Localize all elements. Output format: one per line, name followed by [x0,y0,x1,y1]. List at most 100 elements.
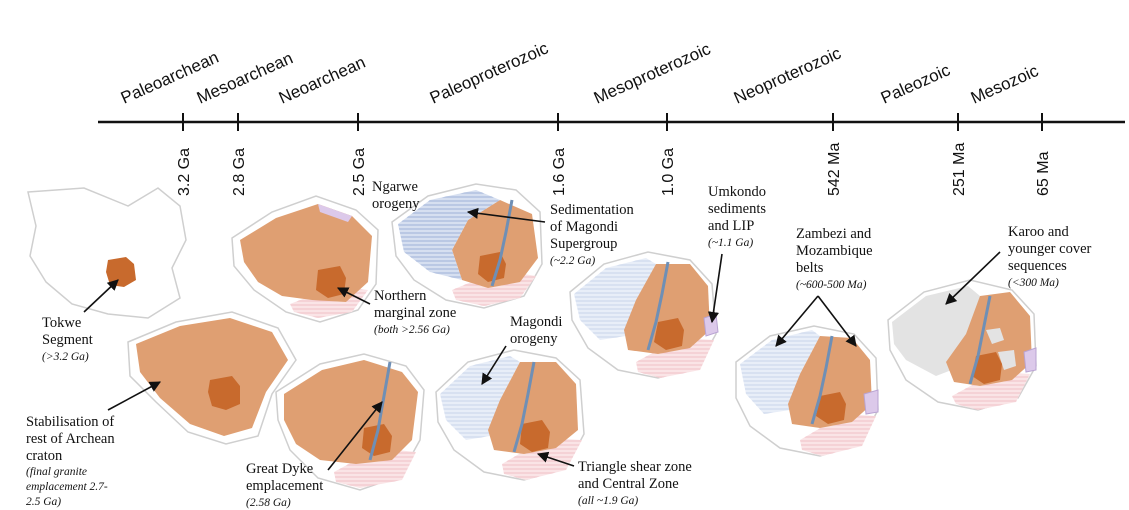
craton [452,200,538,288]
annotation-northern-marginal: Northern marginal zone (both >2.56 Ga) [336,287,456,336]
annotation-line: and Central Zone [578,476,679,492]
tick-label: 65 Ma [1035,151,1052,196]
annotation-line: craton [26,448,63,464]
annotation-arrow [107,381,161,411]
tick-label: 251 Ma [951,143,968,196]
annotation-arrow [327,401,383,471]
annotation-note: (<300 Ma) [1008,277,1059,289]
archean-core [362,424,392,456]
map-umkondo [569,251,719,379]
annotation-arrow [817,295,857,347]
tick-labels: 3.2 Ga 2.8 Ga 2.5 Ga 1.6 Ga 1.0 Ga 542 M… [176,143,1052,196]
annotation-zambezi: Zambezi and Mozambique belts (~600-500 M… [775,226,873,347]
map-karoo [887,279,1037,411]
craton [488,362,578,454]
annotation-triangle-shear: Triangle shear zone and Central Zone (al… [536,451,692,507]
era-labels: Paleoarchean Mesoarchean Neoarchean Pale… [118,38,1042,107]
annotation-note: 2.5 Ga) [26,496,61,508]
annotation-arrow [466,207,546,223]
tick-label: 542 Ma [826,143,843,196]
annotation-line: Umkondo [708,184,766,200]
mozambique-purple-zone [863,389,879,415]
tick-label: 3.2 Ga [176,148,193,196]
zambezi-blue-zone [740,330,820,414]
annotation-karoo: Karoo and younger cover sequences (<300 … [945,224,1092,305]
annotation-great-dyke: Great Dyke emplacement (2.58 Ga) [246,401,383,509]
craton [788,336,872,428]
annotation-arrow [83,279,119,313]
annotation-note: (>3.2 Ga) [42,351,89,363]
map-magondi-sedimentation [391,183,543,309]
annotation-note: (~2.2 Ga) [550,255,595,267]
tick-label: 1.0 Ga [660,148,677,196]
map-stabilisation [127,311,297,445]
annotation-line: Segment [42,332,93,348]
annotation-line: Northern [374,288,427,304]
tick-marks [182,113,1043,131]
annotation-note: (~600-500 Ma) [796,279,867,291]
annotation-umkondo: Umkondo sediments and LIP (~1.1 Ga) [707,184,766,324]
annotation-arrow [775,295,819,347]
great-dyke-line [646,261,670,351]
karoo-purple-zone [1023,347,1037,373]
annotation-line: Mozambique [796,243,873,259]
map-ngarwe [231,195,379,323]
magondi-blue-zone [574,258,656,340]
annotation-line: Tokwe [42,315,81,331]
annotation-line: marginal zone [374,305,456,321]
pink-zone [800,414,876,456]
annotation-note: (both >2.56 Ga) [374,324,450,336]
annotation-line: of Magondi [550,219,618,235]
annotation-note: (~1.1 Ga) [708,237,753,249]
annotation-line: and LIP [708,218,754,234]
map-magondi-orogeny [435,349,585,481]
annotation-line: Sedimentation [550,202,635,218]
annotation-line: belts [796,260,824,276]
timeline: 3.2 Ga 2.8 Ga 2.5 Ga 1.6 Ga 1.0 Ga 542 M… [98,38,1125,196]
great-dyke-line [968,295,992,385]
annotation-tokwe: Tokwe Segment (>3.2 Ga) [42,279,119,363]
archean-core [816,392,846,424]
archean-core [520,420,550,452]
annotation-arrow [336,287,371,305]
archean-core [654,318,684,350]
umkondo-purple-zone [703,313,719,337]
great-dyke-line [490,199,514,287]
annotation-line: orogeny [372,196,420,212]
era-label: Paleozoic [878,60,954,108]
era-label: Paleoproterozoic [427,38,552,107]
annotation-arrow [707,253,723,324]
karoo-inlier [986,328,1004,344]
annotation-line: emplacement [246,478,323,494]
annotation-line: sequences [1008,258,1067,274]
annotation-line: sediments [708,201,766,217]
annotation-arrow [945,251,1001,305]
annotation-sedimentation: Sedimentation of Magondi Supergroup (~2.… [466,202,635,267]
era-label: Mesozoic [968,61,1042,108]
annotation-note: emplacement 2.7- [26,481,108,493]
pink-zone [334,448,416,488]
map-tokwe-segment [27,187,187,319]
great-dyke-line [512,361,536,453]
annotation-magondi-orogeny: Magondi orogeny [481,314,562,385]
annotation-line: Zambezi and [796,226,872,242]
tick-label: 1.6 Ga [551,148,568,196]
era-label: Mesoproterozoic [591,39,714,108]
annotation-line: orogeny [510,331,558,347]
annotation-line: Ngarwe [372,179,418,195]
archean-core [208,376,240,410]
map-outline [27,187,187,319]
annotation-arrow [481,345,507,385]
pink-zone [636,338,714,378]
archean-core [972,352,1002,384]
annotation-line: Stabilisation of [26,414,114,430]
annotation-note: (all ~1.9 Ga) [578,495,638,507]
annotation-line: rest of Archean [26,431,115,447]
map-great-dyke [275,353,425,491]
era-label: Neoproterozoic [731,43,844,107]
magondi-blue-zone [440,356,520,440]
karoo-inlier [998,350,1016,370]
pink-zone [952,372,1030,410]
craton [624,264,710,354]
annotation-line: Great Dyke [246,461,313,477]
